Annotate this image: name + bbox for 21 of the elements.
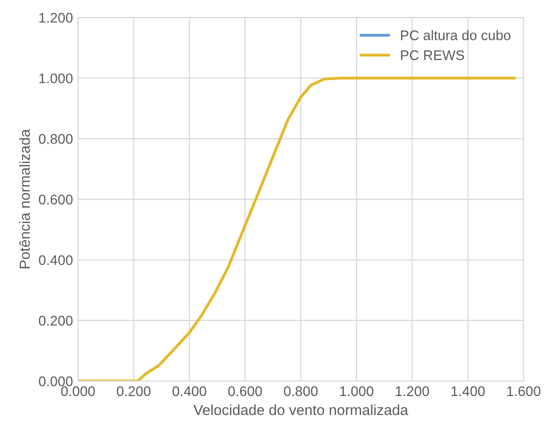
legend-label: PC REWS bbox=[401, 50, 464, 60]
y-tick-label: 0.600 bbox=[38, 194, 73, 204]
y-tick-label: 1.000 bbox=[39, 73, 73, 84]
y-axis-title: Potência normalizada bbox=[19, 129, 30, 268]
x-tick-label: 0.800 bbox=[284, 386, 318, 396]
y-tick-label: 0.400 bbox=[38, 255, 73, 266]
x-tick-label: 1.000 bbox=[340, 386, 374, 396]
y-tick-label: 0.800 bbox=[38, 134, 73, 144]
legend-label: PC altura do cubo bbox=[401, 30, 511, 40]
x-tick-label: 1.600 bbox=[507, 386, 540, 396]
x-tick-label: 0.600 bbox=[228, 386, 262, 396]
y-tick-label: 1.200 bbox=[39, 12, 73, 23]
x-tick-label: 0.000 bbox=[61, 386, 95, 396]
line-series bbox=[78, 76, 516, 382]
y-tick-label: 0.000 bbox=[38, 376, 73, 386]
x-tick-label: 1.400 bbox=[452, 386, 485, 396]
x-tick-label: 1.200 bbox=[396, 386, 430, 396]
x-axis-title: Velocidade do vento normalizada bbox=[193, 404, 408, 416]
x-tick-label: 0.400 bbox=[172, 386, 206, 396]
y-tick-label: 0.200 bbox=[38, 316, 73, 326]
x-tick-label: 0.200 bbox=[116, 386, 151, 396]
